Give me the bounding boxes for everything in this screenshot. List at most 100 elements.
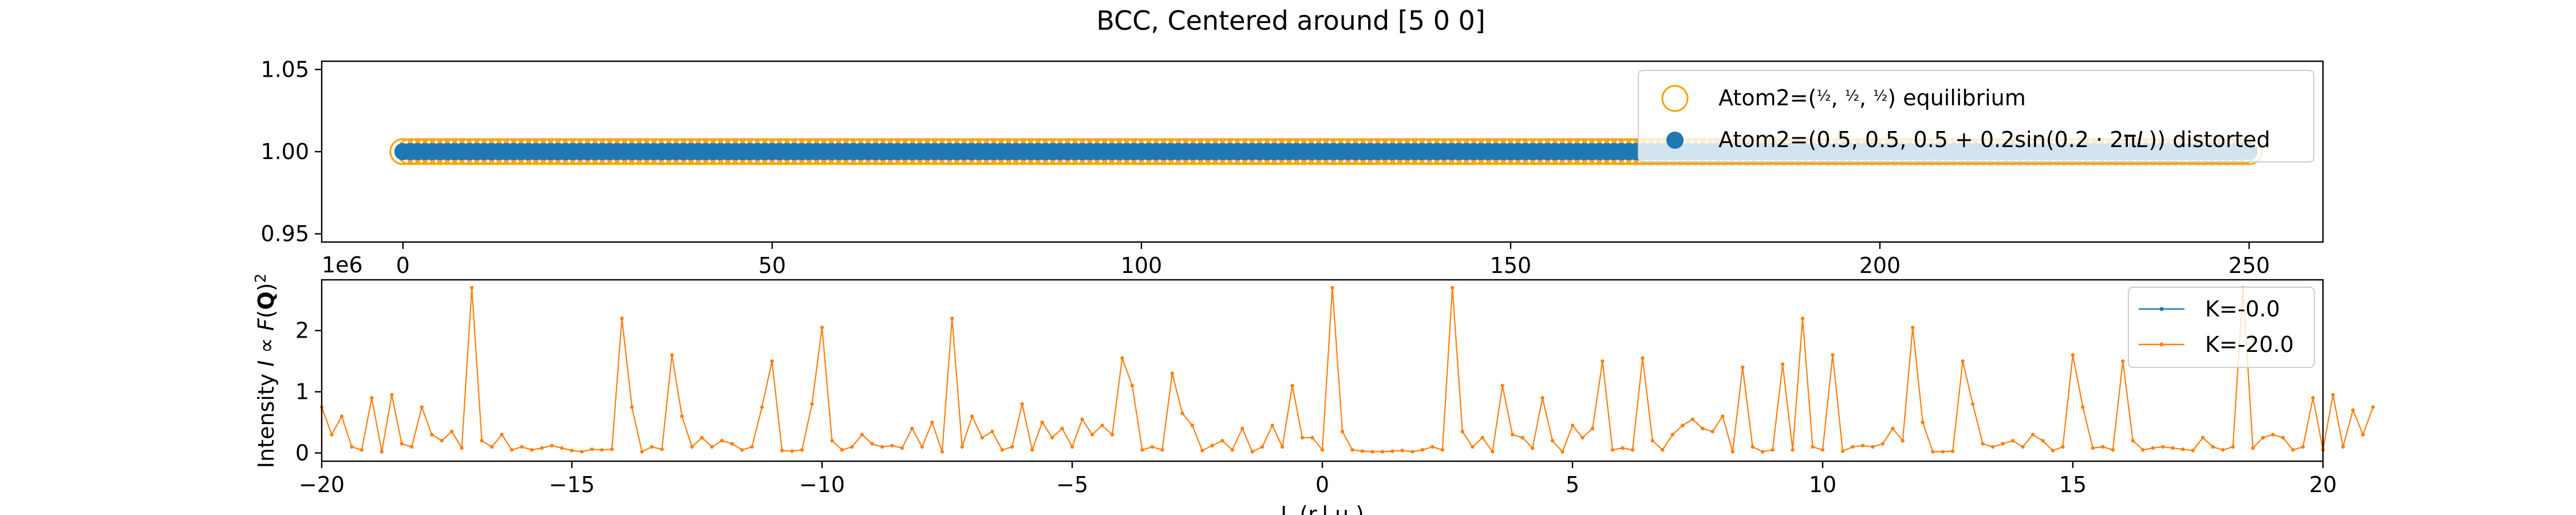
k20-point <box>620 316 624 320</box>
k20-point <box>2050 449 2055 453</box>
k20-point <box>2331 393 2335 397</box>
k20-point <box>590 447 594 451</box>
k20-point <box>890 443 894 447</box>
k20-point <box>2101 445 2105 449</box>
k20-point <box>540 446 544 450</box>
top-x-tick-label: 150 <box>1490 253 1532 278</box>
k20-point <box>2301 445 2305 449</box>
k20-point <box>1701 426 1705 430</box>
k20-point <box>1431 445 1435 449</box>
k20-point <box>1981 442 1985 446</box>
k20-point <box>1670 433 1674 437</box>
k20-point <box>1500 383 1504 388</box>
k20-point <box>1460 429 1464 434</box>
k20-point <box>2251 446 2255 450</box>
k20-point <box>760 405 764 409</box>
k20-point <box>1871 445 1875 449</box>
bottom-y-tick-label: 0 <box>295 441 309 466</box>
k20-point <box>1440 448 1444 452</box>
k20-point <box>2151 446 2155 450</box>
k20-point <box>1471 445 1475 449</box>
k20-point <box>1860 443 1865 447</box>
k20-point <box>450 429 454 434</box>
k20-point <box>970 414 974 418</box>
k20-point <box>1891 426 1895 430</box>
k20-point <box>830 439 834 443</box>
k20-point <box>1690 417 1694 421</box>
k20-point <box>1100 423 1104 427</box>
legend-k0-label: K=-0.0 <box>2205 296 2280 322</box>
k20-point <box>2281 435 2285 439</box>
bottom-plot-background <box>322 280 2323 461</box>
k20-point <box>1510 433 1515 437</box>
k20-point <box>2121 359 2125 363</box>
k20-point <box>1200 449 1204 453</box>
k20-point <box>1520 435 1524 439</box>
bottom-y-tick-label: 1 <box>295 379 309 405</box>
k20-point <box>480 439 484 443</box>
k20-point <box>1650 439 1654 443</box>
k20-point <box>1411 450 1415 454</box>
top-x-tick-label: 250 <box>2229 253 2270 278</box>
k20-point <box>1590 426 1595 430</box>
top-x-tick-label: 50 <box>758 253 786 278</box>
k20-point <box>930 420 934 425</box>
k20-point <box>940 450 945 454</box>
k20-point <box>670 353 674 357</box>
k20-point <box>2211 445 2215 449</box>
k20-point <box>680 414 684 418</box>
k20-point <box>910 426 914 430</box>
k20-point <box>700 435 704 439</box>
k20-point <box>580 450 584 454</box>
k20-point <box>2111 448 2115 452</box>
top-y-tick-label: 0.95 <box>260 221 309 247</box>
k20-point <box>1550 439 1555 443</box>
k20-point <box>1070 445 1074 449</box>
k20-point <box>1921 420 1925 425</box>
k20-point <box>520 445 524 449</box>
k20-point <box>490 445 494 449</box>
bottom-y-axis-label: Intensity I ∝ F(Q)2 <box>252 274 279 468</box>
k20-point <box>1390 449 1394 453</box>
k20-point <box>1360 449 1365 453</box>
k20-point <box>650 445 654 449</box>
top-x-tick-label: 100 <box>1121 253 1163 278</box>
bottom-x-axis-label: L (r.l.u.) <box>1281 502 1364 515</box>
top-legend-box <box>1638 70 2314 163</box>
k20-point <box>1320 448 1325 452</box>
bottom-x-ticks: −20 −15 −10 −5 0 5 10 15 20 <box>299 461 2337 497</box>
k20-point <box>1020 402 1024 406</box>
k20-point <box>1791 448 1795 452</box>
k20-point <box>610 447 614 451</box>
k20-point <box>2141 448 2145 452</box>
k20-point <box>1840 449 1845 453</box>
legend-open-circle-marker <box>1661 85 1689 112</box>
k20-point <box>359 448 364 452</box>
k20-point <box>1971 402 1975 406</box>
k20-point <box>2231 445 2235 449</box>
bottom-y-tick-label: 2 <box>295 318 309 343</box>
k20-point <box>1050 435 1054 439</box>
k20-point <box>2181 447 2185 451</box>
k20-point <box>840 448 844 452</box>
k20-point <box>2261 435 2265 439</box>
bottom-legend: K=-0.0 K=-20.0 <box>2128 287 2315 368</box>
bottom-x-tick-label: 0 <box>1315 472 1329 497</box>
k20-point <box>2311 396 2315 400</box>
frac-half-2: ½ <box>1845 88 1859 105</box>
k20-point <box>2061 445 2065 449</box>
k20-point <box>2291 448 2295 452</box>
k20-point <box>1370 450 1374 454</box>
k20-point <box>1530 446 1535 450</box>
k20-point <box>350 445 354 449</box>
k20-point <box>1581 435 1585 439</box>
k20-point <box>820 326 824 330</box>
k20-point <box>1210 443 1214 447</box>
k20-point <box>710 445 714 449</box>
k20-point <box>1290 383 1294 388</box>
bottom-panel: 1e6 −20 −15 −10 −5 0 5 10 15 20 0 1 2 Intensity I … <box>252 252 2375 515</box>
k20-point <box>1951 449 1955 453</box>
k20-point <box>550 443 554 447</box>
k20-point <box>2341 445 2345 449</box>
